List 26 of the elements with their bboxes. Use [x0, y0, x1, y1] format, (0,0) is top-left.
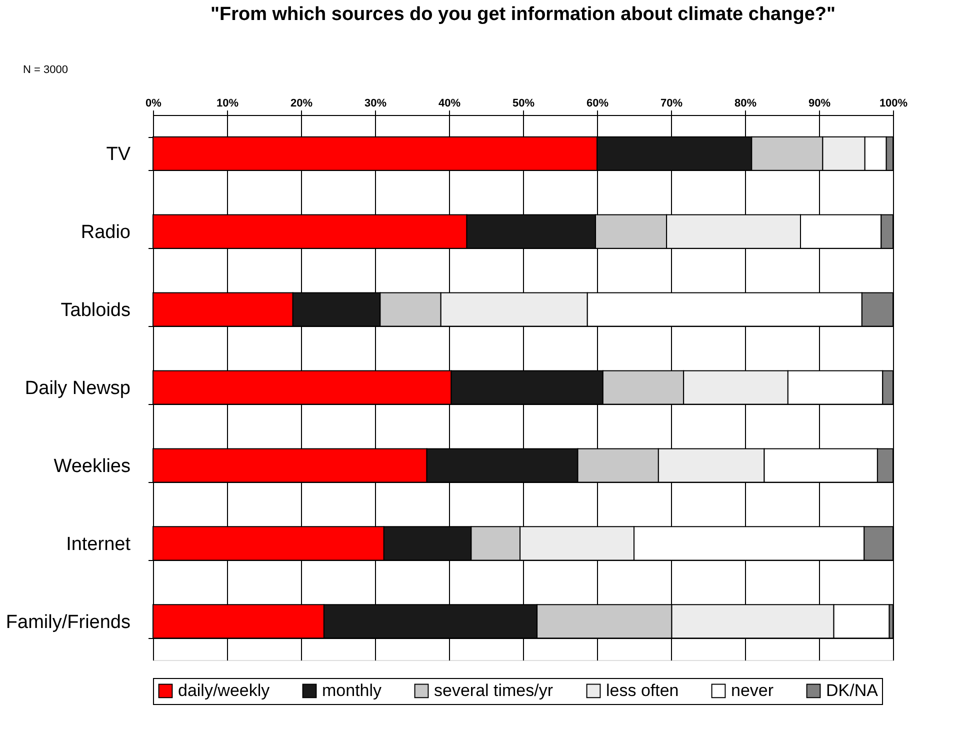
- x-tick-label: 20%: [290, 98, 313, 110]
- chart-title: "From which sources do you get information about climate change?": [210, 4, 836, 25]
- y-tick-label: Tabloids: [60, 300, 130, 322]
- x-tick-label: 30%: [364, 98, 387, 110]
- x-tick-label: 80%: [734, 98, 757, 110]
- x-tick-label: 60%: [586, 98, 609, 110]
- x-tick-label: 100%: [879, 98, 908, 110]
- text: N = 3000: [23, 64, 68, 76]
- y-tick-label: TV: [106, 144, 131, 166]
- y-tick-label: Radio: [80, 222, 130, 244]
- y-tick-label: Internet: [66, 534, 132, 555]
- x-tick-label: 50%: [512, 98, 535, 110]
- x-tick-label: 0%: [146, 98, 162, 110]
- legend-label: never: [731, 680, 774, 700]
- y-tick-label: Weeklies: [54, 456, 130, 477]
- legend-label: less often: [606, 680, 679, 700]
- legend-label: monthly: [322, 680, 382, 700]
- x-tick-label: 10%: [216, 98, 239, 110]
- legend-label: daily/weekly: [178, 680, 270, 700]
- x-tick-label: 40%: [438, 98, 461, 110]
- y-tick-label: Daily Newsp: [24, 378, 130, 399]
- y-tick-label: Family/Friends: [6, 612, 130, 633]
- legend-label: DK/NA: [826, 680, 879, 700]
- legend-label: several times/yr: [434, 680, 554, 700]
- x-tick-label: 70%: [660, 98, 683, 110]
- x-tick-label: 90%: [808, 98, 831, 110]
